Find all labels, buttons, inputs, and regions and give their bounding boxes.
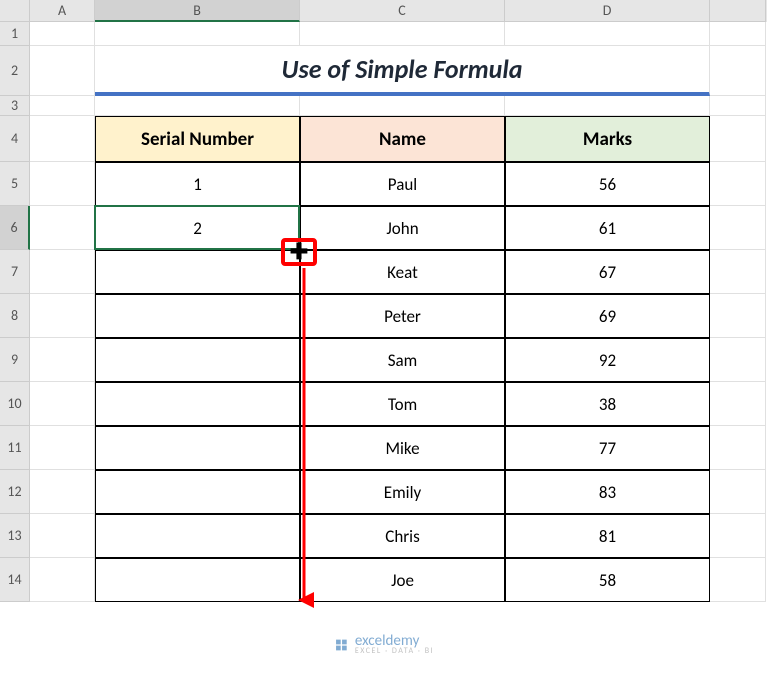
- header-serial-number[interactable]: Serial Number: [95, 116, 300, 162]
- row-header-11[interactable]: 11: [0, 426, 30, 470]
- header-marks[interactable]: Marks: [505, 116, 710, 162]
- cell-D10[interactable]: 38: [505, 382, 710, 426]
- cell-B1[interactable]: [95, 22, 300, 46]
- cell-A2[interactable]: [30, 46, 95, 96]
- row-header-6[interactable]: 6: [0, 206, 30, 250]
- cell-A3[interactable]: [30, 96, 95, 116]
- cell-C5[interactable]: Paul: [300, 162, 505, 206]
- cell-B5[interactable]: 1: [95, 162, 300, 206]
- cell-A12[interactable]: [30, 470, 95, 514]
- col-header-D[interactable]: D: [505, 0, 710, 22]
- cell-B11[interactable]: [95, 426, 300, 470]
- column-header-row: A B C D: [0, 0, 767, 22]
- cell-D1[interactable]: [505, 22, 710, 46]
- row-header-2[interactable]: 2: [0, 46, 30, 96]
- cell-E10[interactable]: [710, 382, 766, 426]
- title-cell[interactable]: Use of Simple Formula: [95, 46, 710, 96]
- cell-C12[interactable]: Emily: [300, 470, 505, 514]
- row-header-5[interactable]: 5: [0, 162, 30, 206]
- cell-C9[interactable]: Sam: [300, 338, 505, 382]
- cell-E3[interactable]: [710, 96, 766, 116]
- col-header-A[interactable]: A: [30, 0, 95, 22]
- cell-A14[interactable]: [30, 558, 95, 602]
- row-header-13[interactable]: 13: [0, 514, 30, 558]
- cell-A13[interactable]: [30, 514, 95, 558]
- cell-C8[interactable]: Peter: [300, 294, 505, 338]
- cell-D9[interactable]: 92: [505, 338, 710, 382]
- cell-A1[interactable]: [30, 22, 95, 46]
- row-header-7[interactable]: 7: [0, 250, 30, 294]
- cell-B7[interactable]: [95, 250, 300, 294]
- cell-E1[interactable]: [710, 22, 766, 46]
- watermark: exceldemy EXCEL · DATA · BI: [333, 634, 434, 655]
- cell-E7[interactable]: [710, 250, 766, 294]
- spreadsheet: A B C D 1 2 Use of Simple Formula 3 4 Se…: [0, 0, 767, 695]
- cell-E5[interactable]: [710, 162, 766, 206]
- cell-A7[interactable]: [30, 250, 95, 294]
- cell-C10[interactable]: Tom: [300, 382, 505, 426]
- cell-E2[interactable]: [710, 46, 766, 96]
- row-header-14[interactable]: 14: [0, 558, 30, 602]
- cell-C3[interactable]: [300, 96, 505, 116]
- cell-D13[interactable]: 81: [505, 514, 710, 558]
- cell-B8[interactable]: [95, 294, 300, 338]
- cell-C13[interactable]: Chris: [300, 514, 505, 558]
- cell-C7[interactable]: Keat: [300, 250, 505, 294]
- cell-E4[interactable]: [710, 116, 766, 162]
- cell-B13[interactable]: [95, 514, 300, 558]
- cell-B6[interactable]: 2: [95, 206, 300, 250]
- cell-A9[interactable]: [30, 338, 95, 382]
- cell-B9[interactable]: [95, 338, 300, 382]
- cell-B3[interactable]: [95, 96, 300, 116]
- cell-D5[interactable]: 56: [505, 162, 710, 206]
- cell-E9[interactable]: [710, 338, 766, 382]
- watermark-icon: [333, 637, 349, 653]
- col-header-C[interactable]: C: [300, 0, 505, 22]
- cell-E8[interactable]: [710, 294, 766, 338]
- cell-D11[interactable]: 77: [505, 426, 710, 470]
- cell-E6[interactable]: [710, 206, 766, 250]
- watermark-text: exceldemy: [355, 634, 434, 649]
- cell-E12[interactable]: [710, 470, 766, 514]
- cell-C1[interactable]: [300, 22, 505, 46]
- cell-A5[interactable]: [30, 162, 95, 206]
- col-header-E[interactable]: [710, 0, 766, 22]
- cell-D3[interactable]: [505, 96, 710, 116]
- cell-D6[interactable]: 61: [505, 206, 710, 250]
- row-header-4[interactable]: 4: [0, 116, 30, 162]
- cell-D14[interactable]: 58: [505, 558, 710, 602]
- row-header-9[interactable]: 9: [0, 338, 30, 382]
- cell-A6[interactable]: [30, 206, 95, 250]
- cell-D7[interactable]: 67: [505, 250, 710, 294]
- row-header-8[interactable]: 8: [0, 294, 30, 338]
- cell-C6[interactable]: John: [300, 206, 505, 250]
- row-header-3[interactable]: 3: [0, 96, 30, 116]
- row-header-12[interactable]: 12: [0, 470, 30, 514]
- watermark-subtext: EXCEL · DATA · BI: [355, 647, 434, 655]
- cell-D12[interactable]: 83: [505, 470, 710, 514]
- col-header-B[interactable]: B: [95, 0, 300, 22]
- select-all-corner[interactable]: [0, 0, 30, 22]
- cell-A8[interactable]: [30, 294, 95, 338]
- row-header-1[interactable]: 1: [0, 22, 30, 46]
- cell-C14[interactable]: Joe: [300, 558, 505, 602]
- header-name[interactable]: Name: [300, 116, 505, 162]
- cell-D8[interactable]: 69: [505, 294, 710, 338]
- cell-E14[interactable]: [710, 558, 766, 602]
- cell-B10[interactable]: [95, 382, 300, 426]
- cell-E13[interactable]: [710, 514, 766, 558]
- cell-E11[interactable]: [710, 426, 766, 470]
- cell-A11[interactable]: [30, 426, 95, 470]
- row-header-10[interactable]: 10: [0, 382, 30, 426]
- cell-B14[interactable]: [95, 558, 300, 602]
- cell-A10[interactable]: [30, 382, 95, 426]
- cell-B12[interactable]: [95, 470, 300, 514]
- cell-C11[interactable]: Mike: [300, 426, 505, 470]
- cell-A4[interactable]: [30, 116, 95, 162]
